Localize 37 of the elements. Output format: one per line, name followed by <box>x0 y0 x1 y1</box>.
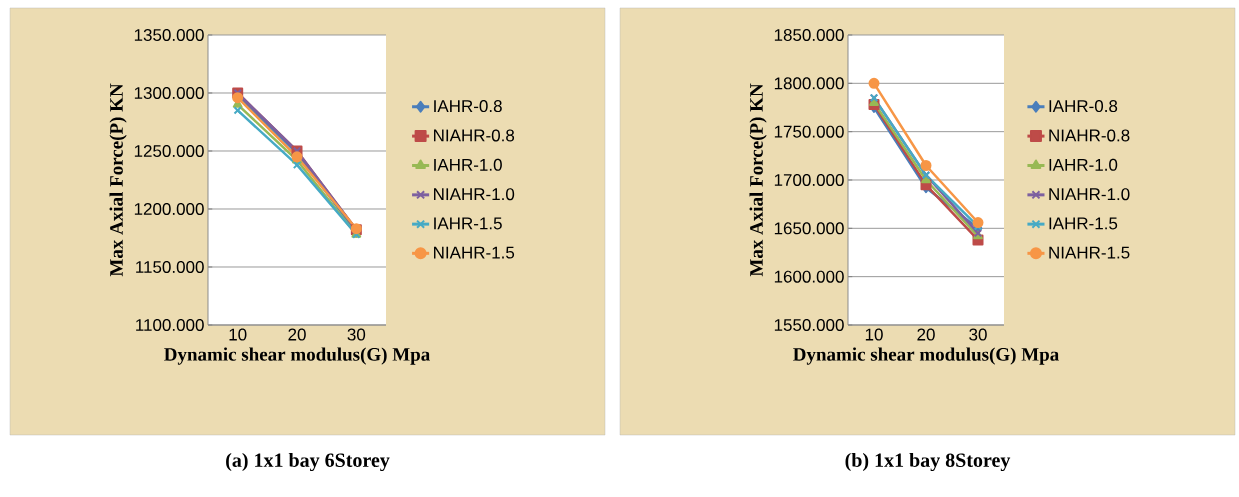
y-tick-label: 1350.000 <box>134 28 204 42</box>
legend-label: NIAHR-1.0 <box>434 188 515 201</box>
y-tick-label: 1300.000 <box>134 86 204 100</box>
x-tick-label: 20 <box>288 328 306 341</box>
x-axis-title: Dynamic shear modulus(G) Mpa <box>164 347 430 365</box>
legend-label: NIAHR-1.5 <box>1049 246 1130 259</box>
legend-label: IAHR-1.0 <box>1049 158 1118 171</box>
y-axis-title: Max Axial Force(P) KN <box>109 83 127 277</box>
text: (a) 1x1 bay 6Storey <box>226 452 390 472</box>
y-axis-title: Max Axial Force(P) KN <box>749 83 767 277</box>
legend-label: NIAHR-1.5 <box>434 246 515 259</box>
x-tick-label: 30 <box>969 328 987 341</box>
y-tick-label: 1200.000 <box>134 202 204 216</box>
x-tick-label: 30 <box>347 328 366 341</box>
legend-label: IAHR-0.8 <box>434 100 502 113</box>
y-tick-label: 1250.000 <box>134 144 204 158</box>
legend-label: IAHR-1.0 <box>434 158 502 171</box>
y-tick-label: 1550.000 <box>774 318 844 332</box>
x-tick-label: 10 <box>865 328 883 341</box>
x-axis-title: Dynamic shear modulus(G) Mpa <box>793 347 1059 365</box>
y-tick-label: 1800.000 <box>774 77 844 90</box>
legend-label: IAHR-0.8 <box>1049 100 1118 113</box>
x-tick-label: 20 <box>917 328 935 341</box>
legend-label: IAHR-1.5 <box>1049 217 1118 230</box>
y-tick-label: 1750.000 <box>774 125 844 138</box>
text: (b) 1x1 bay 8Storey <box>845 452 1011 472</box>
y-tick-label: 1100.000 <box>136 318 204 332</box>
y-tick-label: 1150.000 <box>136 260 204 274</box>
legend-label: NIAHR-0.8 <box>1049 129 1130 142</box>
legend-label: NIAHR-0.8 <box>434 129 515 142</box>
y-tick-label: 1650.000 <box>774 222 844 235</box>
legend-label: IAHR-1.5 <box>434 217 502 230</box>
y-tick-label: 1850.000 <box>774 28 844 42</box>
legend-label: NIAHR-1.0 <box>1049 188 1130 201</box>
y-tick-label: 1600.000 <box>774 270 844 283</box>
y-tick-label: 1700.000 <box>774 173 844 187</box>
x-tick-label: 10 <box>229 328 247 341</box>
